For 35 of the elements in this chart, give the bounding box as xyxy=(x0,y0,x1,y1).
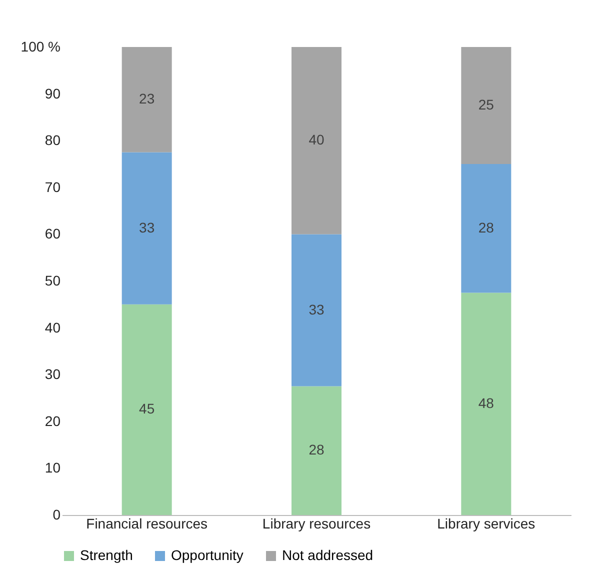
data-label: 28 xyxy=(308,442,324,458)
y-tick-label: 100 % xyxy=(20,38,60,54)
data-label: 40 xyxy=(308,132,324,148)
bar xyxy=(292,386,342,515)
data-label: 48 xyxy=(478,394,494,411)
y-tick-label: 90 xyxy=(44,85,61,102)
x-tick-label: Financial resources xyxy=(86,516,208,532)
bar xyxy=(292,47,342,234)
bar xyxy=(122,152,172,304)
y-tick-label: 30 xyxy=(44,366,61,382)
y-tick-label: 40 xyxy=(44,319,61,336)
y-tick-label: 0 xyxy=(52,506,61,522)
data-label: 45 xyxy=(139,400,155,417)
y-tick-label: 60 xyxy=(44,226,61,242)
bar xyxy=(122,304,172,515)
data-label: 25 xyxy=(478,96,494,112)
y-tick-label: 80 xyxy=(44,132,61,148)
legend-label: Opportunity xyxy=(171,547,244,563)
y-tick-label: 10 xyxy=(44,460,61,476)
data-label: 33 xyxy=(308,301,324,318)
data-label: 33 xyxy=(139,219,155,236)
y-tick-label: 70 xyxy=(44,178,61,195)
bar xyxy=(461,47,512,164)
bar xyxy=(122,47,172,152)
data-label: 23 xyxy=(139,90,155,107)
bar xyxy=(461,164,512,293)
x-tick-label: Library resources xyxy=(262,516,371,532)
x-tick-label: Library services xyxy=(437,516,536,532)
y-tick-label: 50 xyxy=(44,272,61,288)
bar xyxy=(292,234,342,386)
bar xyxy=(461,292,512,515)
legend-label: Not addressed xyxy=(282,547,374,563)
data-label: 28 xyxy=(478,219,494,236)
legend-label: Strength xyxy=(80,547,133,563)
y-tick-label: 20 xyxy=(44,412,61,429)
